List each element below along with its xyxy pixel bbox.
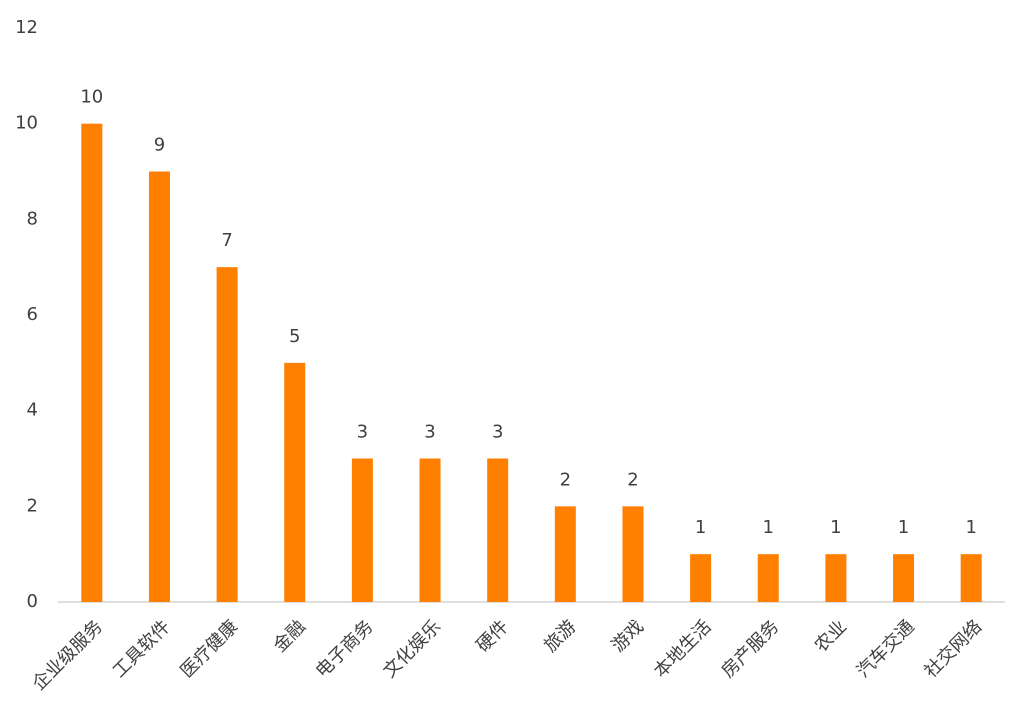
- x-tick-label: 农业: [811, 616, 851, 656]
- y-tick-label: 4: [27, 400, 38, 421]
- bar: [960, 554, 982, 602]
- x-tick-label: 文化娱乐: [379, 616, 445, 682]
- y-tick-label: 12: [15, 17, 38, 38]
- data-label: 5: [289, 326, 300, 347]
- x-tick-label: 游戏: [608, 616, 648, 656]
- bar: [757, 554, 779, 602]
- y-tick-label: 8: [27, 208, 38, 229]
- data-label: 2: [560, 469, 571, 490]
- data-label: 1: [830, 517, 841, 538]
- x-tick-label: 电子商务: [312, 616, 378, 682]
- bar: [81, 123, 103, 603]
- data-label: 1: [965, 517, 976, 538]
- data-label: 2: [627, 469, 638, 490]
- bar: [419, 458, 441, 602]
- data-label: 3: [424, 422, 435, 443]
- bar: [351, 458, 373, 602]
- x-tick-label: 本地生活: [650, 616, 716, 682]
- x-tick-label: 金融: [270, 616, 310, 656]
- bar: [825, 554, 847, 602]
- data-label: 10: [80, 87, 103, 108]
- x-tick-label: 社交网络: [920, 616, 986, 682]
- bar: [487, 458, 509, 602]
- data-label: 1: [763, 517, 774, 538]
- bar: [284, 362, 306, 602]
- data-label: 1: [898, 517, 909, 538]
- y-tick-label: 2: [27, 495, 38, 516]
- data-label: 3: [492, 422, 503, 443]
- y-tick-label: 6: [27, 304, 38, 325]
- data-label: 9: [154, 135, 165, 156]
- bar: [690, 554, 712, 602]
- x-tick-label: 旅游: [540, 616, 580, 656]
- data-label: 1: [695, 517, 706, 538]
- x-tick-label: 房产服务: [718, 616, 784, 682]
- bar: [216, 267, 238, 602]
- bar: [554, 506, 576, 602]
- bar: [148, 171, 170, 602]
- y-tick-label: 10: [15, 113, 38, 134]
- x-tick-label: 医疗健康: [176, 616, 242, 682]
- bar: [622, 506, 644, 602]
- bar: [893, 554, 915, 602]
- x-tick-label: 工具软件: [109, 616, 175, 682]
- data-label: 7: [221, 230, 232, 251]
- x-tick-label: 硬件: [472, 616, 512, 656]
- data-label: 3: [357, 422, 368, 443]
- y-tick-label: 0: [27, 591, 38, 612]
- x-tick-label: 企业级服务: [28, 616, 106, 694]
- x-tick-label: 汽车交通: [853, 616, 919, 682]
